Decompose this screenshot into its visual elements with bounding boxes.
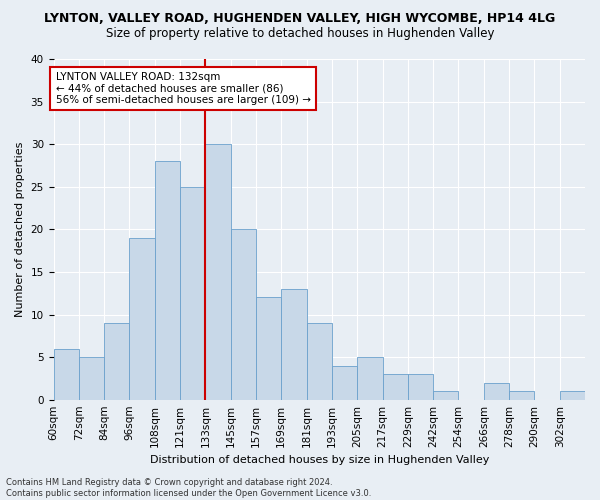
Bar: [408, 374, 433, 400]
Bar: [256, 298, 281, 400]
X-axis label: Distribution of detached houses by size in Hughenden Valley: Distribution of detached houses by size …: [149, 455, 489, 465]
Text: Size of property relative to detached houses in Hughenden Valley: Size of property relative to detached ho…: [106, 28, 494, 40]
Bar: [205, 144, 230, 400]
Bar: [104, 323, 130, 400]
Bar: [509, 391, 535, 400]
Bar: [155, 161, 180, 400]
Bar: [357, 357, 383, 400]
Bar: [560, 391, 585, 400]
Bar: [332, 366, 357, 400]
Bar: [307, 323, 332, 400]
Bar: [53, 348, 79, 400]
Bar: [383, 374, 408, 400]
Bar: [230, 230, 256, 400]
Bar: [281, 289, 307, 400]
Bar: [180, 187, 205, 400]
Y-axis label: Number of detached properties: Number of detached properties: [15, 142, 25, 317]
Bar: [79, 357, 104, 400]
Bar: [484, 382, 509, 400]
Text: Contains HM Land Registry data © Crown copyright and database right 2024.
Contai: Contains HM Land Registry data © Crown c…: [6, 478, 371, 498]
Bar: [130, 238, 155, 400]
Bar: [433, 391, 458, 400]
Text: LYNTON, VALLEY ROAD, HUGHENDEN VALLEY, HIGH WYCOMBE, HP14 4LG: LYNTON, VALLEY ROAD, HUGHENDEN VALLEY, H…: [44, 12, 556, 26]
Text: LYNTON VALLEY ROAD: 132sqm
← 44% of detached houses are smaller (86)
56% of semi: LYNTON VALLEY ROAD: 132sqm ← 44% of deta…: [56, 72, 311, 105]
